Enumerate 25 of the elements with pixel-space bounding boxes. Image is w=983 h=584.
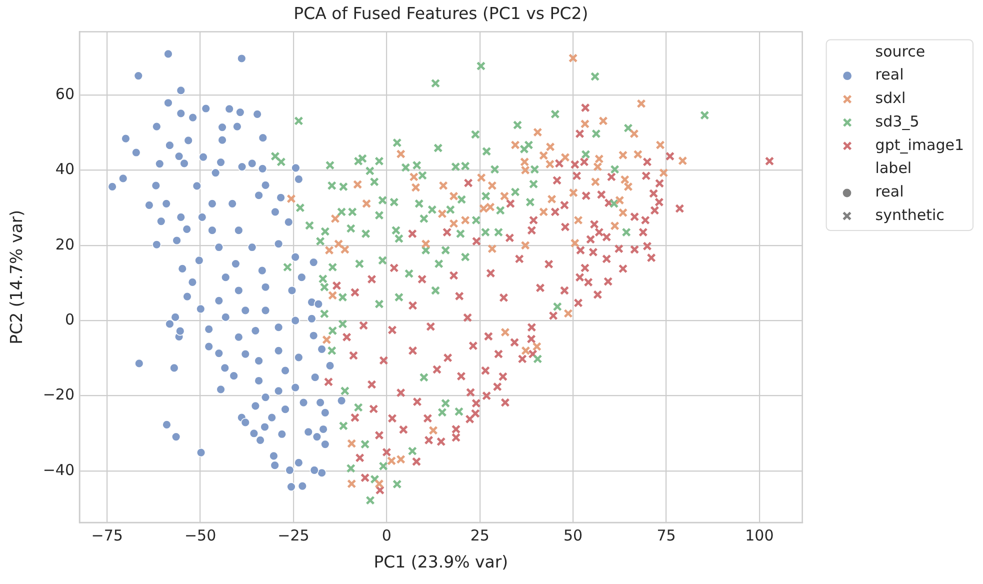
x-tick-label: −50	[184, 526, 216, 544]
x-tick-label: 0	[382, 526, 392, 544]
x-tick-label: 25	[470, 526, 490, 544]
y-tick-label: 60	[55, 84, 74, 103]
x-tick-label: −75	[91, 526, 123, 544]
y-axis-title: PC2 (14.7% var)	[7, 210, 26, 344]
legend-label: sdxl	[875, 89, 906, 108]
x-axis-title: PC1 (23.9% var)	[374, 552, 508, 572]
legend-label: gpt_image1	[875, 136, 964, 154]
text: real	[875, 182, 904, 200]
x-tick-label: 100	[745, 526, 774, 544]
y-tick-label: −40	[42, 460, 74, 479]
text: synthetic	[875, 206, 944, 224]
x-tick-label: 50	[564, 526, 583, 544]
chart-title: PCA of Fused Features (PC1 vs PC2)	[294, 4, 588, 24]
y-tick-label: 0	[64, 310, 74, 328]
legend-label: sd3_5	[875, 112, 920, 130]
text: label	[875, 159, 912, 178]
legend-label: real	[875, 66, 904, 84]
legend-title: source	[875, 42, 926, 60]
x-tick-label: −25	[278, 526, 310, 544]
y-tick-label: 20	[55, 235, 74, 254]
y-tick-label: 40	[55, 160, 74, 178]
y-tick-label: −20	[42, 386, 74, 404]
x-tick-label: 75	[656, 526, 676, 544]
